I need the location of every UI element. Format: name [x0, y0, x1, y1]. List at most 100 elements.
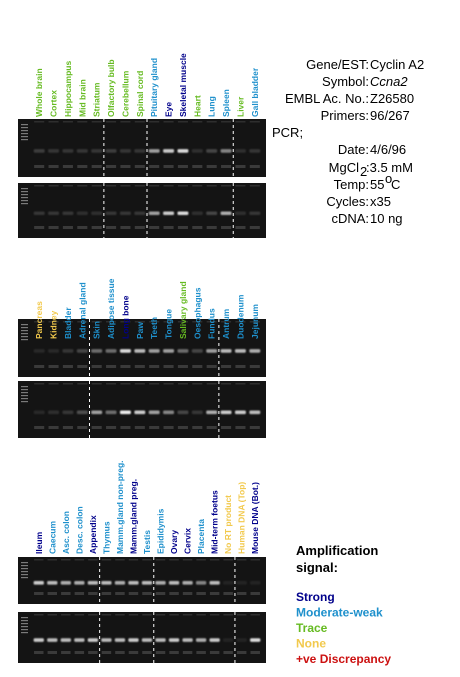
primer-smear [101, 651, 112, 654]
primer-smear [34, 426, 45, 429]
lane-label-long-bone: Long bone [120, 295, 130, 339]
primer-smear [61, 592, 71, 595]
gel-well [149, 121, 160, 123]
gene-key: Gene/EST: [306, 57, 369, 72]
gel-well [61, 614, 71, 616]
lane-label-hippocampus: Hippocampus [63, 61, 73, 117]
lane-label-caecum: Caecum [47, 520, 57, 554]
mgcl-value: :3.5 mM [366, 160, 413, 175]
primer-smear [169, 592, 179, 595]
gel-well [34, 185, 45, 187]
primer-smear [74, 592, 85, 595]
primer-smear [169, 651, 179, 654]
embl-key: EMBL Ac. No.: [285, 91, 369, 106]
primer-smear [48, 365, 59, 368]
experiment-info: Gene/EST: Cyclin A2 Symbol: Ccna2 EMBL A… [272, 57, 424, 226]
primer-smear [48, 165, 59, 168]
gel-image-top [18, 557, 266, 604]
primer-smear [155, 651, 166, 654]
gel-well [223, 559, 233, 561]
primer-smear [221, 226, 232, 229]
primer-smear [221, 426, 232, 429]
lane-label-mouse-dna-bot-: Mouse DNA (Bot.) [250, 482, 260, 554]
gel-well [235, 383, 246, 385]
band-hippocampus-bottom [62, 211, 74, 216]
lane-label-cerebellum: Cerebellum [120, 70, 130, 117]
gel-well [106, 321, 117, 323]
ladder-band [21, 398, 28, 400]
band-skin-bottom [91, 410, 103, 415]
primer-smear [120, 226, 131, 229]
symbol-key: Symbol: [322, 74, 369, 89]
band-mamm-gland-preg--bottom [128, 638, 139, 642]
gel-well [163, 321, 174, 323]
primer-smear [34, 365, 45, 368]
gel-well [48, 321, 59, 323]
band-spleen-top [220, 149, 232, 153]
gel-well [169, 559, 179, 561]
band-human-dna-top--bottom [236, 638, 247, 642]
band-cervix-top [182, 581, 193, 585]
cdna-key: cDNA: [331, 211, 369, 226]
gel-image-bottom [18, 612, 266, 663]
gel-panels: Whole brain Cortex Hippocampus Mid brain Str… [18, 53, 266, 663]
primer-smear [249, 365, 260, 368]
gel-well [34, 614, 44, 616]
band-asc-colon-bottom [60, 638, 71, 642]
gel-well [209, 559, 220, 561]
primer-smear [134, 226, 145, 229]
ladder-band [21, 632, 28, 634]
band-no-rt-product-bottom [223, 638, 234, 642]
legend-title-line2: signal: [296, 560, 338, 575]
gel-well [34, 559, 44, 561]
band-salivary-gland-top [177, 349, 189, 353]
band-pancreas-top [33, 349, 45, 353]
gel-panel-3: Ileum Caecum Asc. colon Desc. colon Appendix… [18, 461, 266, 663]
primer-smear [34, 165, 45, 168]
gel-well [34, 321, 45, 323]
gel-well [236, 559, 247, 561]
gel-well [223, 614, 233, 616]
gel-well [62, 121, 73, 123]
gel-well [48, 121, 59, 123]
primer-smear [48, 426, 59, 429]
band-ovary-top [168, 581, 180, 585]
primers-value: 96/267 [370, 108, 410, 123]
primer-smear [47, 592, 58, 595]
band-testis-top [141, 581, 153, 585]
band-adipose-tissue-bottom [105, 410, 117, 415]
gel-well [34, 121, 45, 123]
ladder-band [21, 401, 28, 403]
gel-well [182, 614, 193, 616]
gel-well [177, 383, 188, 385]
gel-well [177, 321, 188, 323]
lane-label-heart: Heart [192, 95, 202, 117]
gel-well [249, 321, 260, 323]
temp-degree: o [385, 171, 392, 186]
gel-well [182, 559, 193, 561]
primer-smear [249, 226, 260, 229]
band-oesophagus-top [191, 349, 203, 353]
band-heart-bottom [191, 211, 203, 216]
primer-smear [192, 226, 203, 229]
primer-smear [177, 365, 188, 368]
lane-label-whole-brain: Whole brain [34, 68, 44, 117]
gel-well [163, 383, 174, 385]
band-cervix-bottom [182, 638, 193, 642]
gel-well [134, 321, 145, 323]
lane-label-no-rt-product: No RT product [223, 495, 233, 554]
gel-well [134, 185, 145, 187]
lane-label-cervix: Cervix [183, 528, 193, 554]
gel-well [206, 185, 217, 187]
gel-well [77, 383, 88, 385]
mgcl-key: MgCl [329, 160, 359, 175]
primer-smear [62, 426, 73, 429]
band-asc-colon-top [60, 581, 71, 585]
gel-well [221, 321, 232, 323]
legend-item-trace: Trace [296, 621, 328, 635]
ladder-band [21, 574, 28, 576]
gel-well [249, 383, 260, 385]
primer-smear [77, 426, 88, 429]
band-eye-bottom [163, 211, 175, 216]
